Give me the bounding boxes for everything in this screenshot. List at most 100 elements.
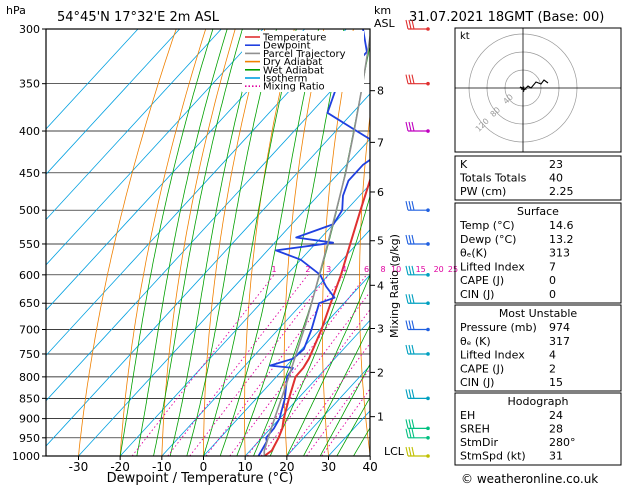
- legend-label: Dry Adiabat: [263, 57, 322, 68]
- wind-barb: [405, 201, 430, 212]
- wind-barb-flag: [411, 121, 415, 132]
- pressure-tick-label: 750: [19, 348, 40, 361]
- wind-barb-tip: [426, 129, 430, 133]
- wind-barb-flag: [408, 389, 412, 399]
- wind-barb-tip: [426, 436, 430, 440]
- pressure-tick-label: 850: [19, 392, 40, 405]
- table-row-value: 24: [549, 409, 563, 422]
- wind-barb-flag: [411, 19, 415, 30]
- wind-barb: [405, 74, 430, 86]
- location-title: 54°45'N 17°32'E 2m ASL: [57, 10, 220, 25]
- table-row-value: 31: [549, 450, 563, 463]
- table-row-value: 7: [549, 260, 556, 273]
- table-row-label: Lifted Index: [460, 349, 525, 362]
- table-row-value: 13.2: [549, 233, 574, 246]
- wind-barb-flag: [405, 428, 409, 438]
- table-row-label: EH: [460, 409, 475, 422]
- mixing-ratio-label: 4: [342, 265, 347, 274]
- temperature-tick-label: -10: [152, 460, 172, 474]
- wind-barb-flag: [408, 320, 412, 330]
- wind-barb-flag: [405, 201, 409, 211]
- wind-barb-flag: [405, 320, 409, 330]
- wind-barb-flag: [411, 234, 415, 245]
- isotherm: [46, 29, 305, 311]
- table-row-value: 28: [549, 423, 563, 436]
- km-tick-label: 1: [377, 411, 384, 424]
- wind-barb-tip: [426, 208, 430, 212]
- km-tick-label: 6: [377, 186, 384, 199]
- wind-barb-tip: [426, 242, 430, 246]
- wind-barb-tip: [426, 301, 430, 306]
- wind-barb: [405, 344, 430, 356]
- pressure-tick-label: 700: [19, 324, 40, 337]
- legend-label: Wet Adiabat: [263, 65, 324, 76]
- wind-barb: [405, 389, 430, 401]
- temperature-tick-label: 40: [363, 460, 378, 474]
- indices-table: K 23 Totals Totals 40 PW (cm) 2.25: [454, 155, 622, 201]
- wind-barb-flag: [411, 74, 415, 84]
- wind-barb: [405, 234, 430, 246]
- isotherm: [119, 183, 370, 456]
- table-row-value: 40: [549, 172, 563, 185]
- hodograph-stats-table: Hodograph EH 24 SREH 28 StmDir 280° StmSpd (kt…: [454, 392, 622, 466]
- wind-barb-flag: [405, 19, 409, 30]
- hodograph-frame: [454, 27, 622, 153]
- wind-barb-flag: [411, 389, 415, 399]
- mixing-ratio-line: [189, 274, 330, 456]
- mixing-ratio-line: [131, 274, 275, 456]
- plot-frame: [45, 28, 371, 457]
- isotherm: [161, 229, 370, 456]
- mixing-ratio-label: 1: [272, 265, 277, 274]
- pressure-tick-label: 600: [19, 269, 40, 282]
- isotherm: [46, 29, 264, 266]
- wet-adiabat: [169, 29, 260, 456]
- table-row-label: CIN (J): [460, 376, 494, 389]
- wet-adiabat: [203, 29, 297, 456]
- wind-barb-flag: [411, 265, 415, 275]
- table-row-value: 4: [549, 349, 556, 362]
- table-row-value: 0: [549, 274, 556, 287]
- wind-barb: [405, 121, 430, 133]
- dry-adiabat: [430, 29, 454, 456]
- isotherm: [46, 29, 139, 130]
- mixing-ratio-label: 25: [448, 265, 458, 274]
- wind-barb-flag: [408, 265, 412, 275]
- wind-barb-flag: [405, 294, 409, 304]
- table-row-label: K: [460, 158, 468, 171]
- hodograph-stats-title: Hodograph: [508, 395, 569, 408]
- isotherm: [78, 138, 370, 456]
- wind-barb-tip: [426, 352, 430, 356]
- table-row-label: PW (cm): [460, 185, 506, 198]
- wind-barb: [405, 446, 430, 458]
- table-row-value: 0: [549, 288, 556, 301]
- table-row-value: 15: [549, 376, 563, 389]
- temperature-tick-label: 10: [238, 460, 253, 474]
- table-row-label: Dewp (°C): [460, 233, 516, 246]
- wind-barb-flag: [405, 265, 409, 275]
- lcl-label: LCL: [384, 445, 405, 458]
- wind-barb-flag: [405, 74, 409, 84]
- wind-barb: [405, 265, 430, 277]
- pressure-tick-label: 400: [19, 125, 40, 138]
- wind-barb-flag: [405, 389, 409, 399]
- pressure-tick-label: 1000: [12, 450, 40, 463]
- dry-adiabat: [244, 29, 295, 456]
- pressure-tick-label: 300: [19, 23, 40, 36]
- mixing-ratio-axis-title: Mixing Ratio (g/kg): [388, 234, 401, 338]
- wind-barb-tip: [426, 327, 430, 332]
- surface-table: Surface Temp (°C) 14.6 Dewp (°C) 13.2 θₑ(K) 3…: [454, 202, 622, 304]
- table-row-label: Temp (°C): [459, 219, 515, 232]
- wind-barb-flag: [408, 19, 412, 30]
- isotherm: [244, 319, 370, 456]
- mixing-ratio-label: 15: [416, 265, 426, 274]
- temperature-tick-label: -30: [69, 460, 89, 474]
- table-row-value: 313: [549, 247, 570, 260]
- asl-label: ASL: [374, 17, 396, 30]
- dry-adiabat: [161, 29, 236, 456]
- wind-barb: [405, 320, 430, 332]
- credit-text: © weatheronline.co.uk: [461, 472, 598, 486]
- mixing-ratio-label: 10: [391, 265, 401, 274]
- wet-adiabat: [136, 29, 228, 456]
